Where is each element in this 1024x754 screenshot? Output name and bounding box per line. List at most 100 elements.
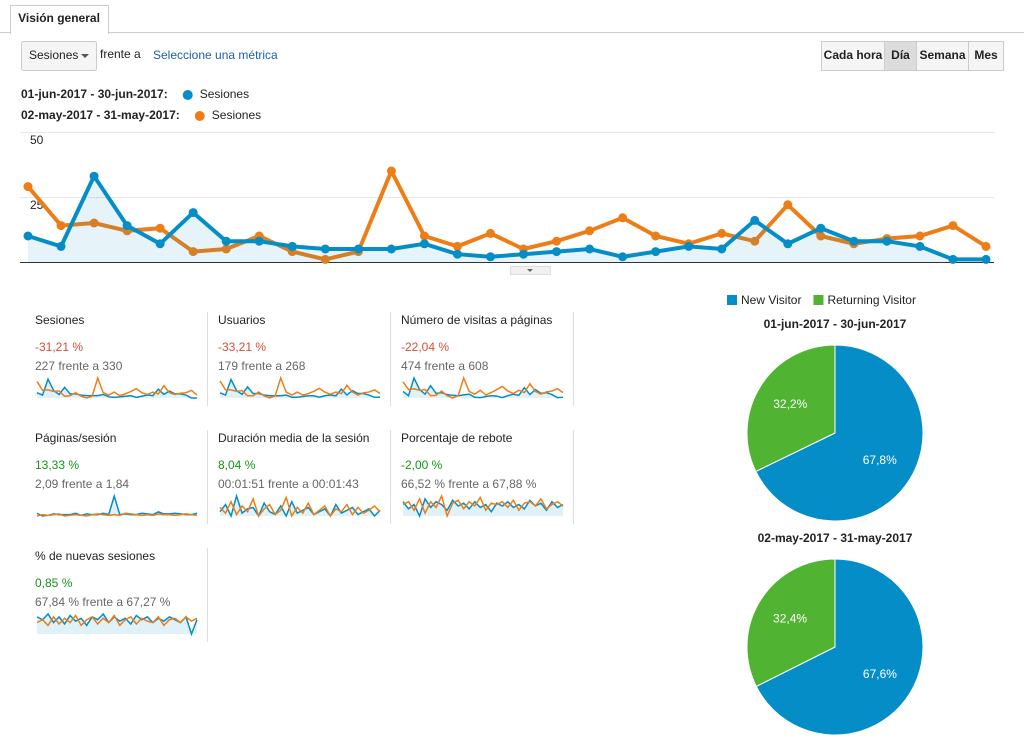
series-point xyxy=(155,223,165,233)
pie-value-label: 32,4% xyxy=(773,611,807,625)
metric-detail: 00:01:51 frente a 00:01:43 xyxy=(218,477,359,491)
sparkline-area xyxy=(403,378,563,398)
sparkline-previous xyxy=(36,512,198,517)
metric-link[interactable]: Seleccione una métrica xyxy=(153,48,278,62)
granularity-button[interactable] xyxy=(884,41,917,71)
legend-dot xyxy=(194,111,205,121)
compare-text: frente a xyxy=(100,47,141,61)
pie-slice xyxy=(755,344,924,522)
sparkline-previous xyxy=(36,614,198,627)
series-point xyxy=(386,244,396,254)
series-point xyxy=(452,249,462,259)
metric-grid: Sesiones -31,21 % 227 frente a 330 Usuarios… xyxy=(35,312,574,642)
series-point xyxy=(188,247,198,257)
series-point xyxy=(320,254,330,264)
series-point xyxy=(585,244,595,254)
series-point xyxy=(717,244,727,254)
sparkline-current xyxy=(36,377,197,399)
granularity-button[interactable] xyxy=(821,41,885,71)
sparkline-previous xyxy=(219,375,381,399)
series-point xyxy=(552,247,562,257)
pie-value-label: 32,2% xyxy=(773,397,807,411)
series-point xyxy=(287,241,297,251)
series-point xyxy=(915,241,925,251)
metric-label: Usuarios xyxy=(218,313,265,327)
series-point xyxy=(23,231,33,241)
series-point xyxy=(948,221,958,231)
sparkline-previous xyxy=(36,375,198,399)
legend-name: Sesiones xyxy=(200,87,249,101)
series-point xyxy=(618,213,628,223)
granularity-label[interactable]: Semana xyxy=(919,48,965,62)
y-tick-label: 50 xyxy=(30,133,44,147)
series-point xyxy=(89,218,99,228)
series-point xyxy=(816,231,826,241)
series-point xyxy=(419,231,429,241)
pie-title: 01-jun-2017 - 30-jun-2017 xyxy=(764,317,907,331)
metric-label: Páginas/sesión xyxy=(35,431,116,445)
series-point xyxy=(56,241,66,251)
granularity-label[interactable]: Cada hora xyxy=(824,48,883,62)
metric-change: 0,85 % xyxy=(35,576,73,590)
series-point xyxy=(221,236,231,246)
legend-period: 02-may-2017 - 31-may-2017: xyxy=(21,108,180,122)
series-area xyxy=(28,176,986,262)
series-point xyxy=(882,236,892,246)
metric-label: Duración media de la sesión xyxy=(218,431,369,445)
series-point xyxy=(915,231,925,241)
series-point xyxy=(188,208,198,218)
legend-dot xyxy=(182,90,193,100)
granularity-label[interactable]: Día xyxy=(891,48,910,62)
series-point xyxy=(684,241,694,251)
metric-detail: 474 frente a 608 xyxy=(401,359,489,373)
metric-change: -33,21 % xyxy=(218,340,266,354)
sparkline-previous xyxy=(402,375,564,399)
metric-change: 8,04 % xyxy=(218,458,256,472)
metric-change: -22,04 % xyxy=(401,340,449,354)
granularity-label[interactable]: Mes xyxy=(974,48,998,62)
metric-change: 13,33 % xyxy=(35,458,79,472)
series-point xyxy=(651,247,661,257)
series-point xyxy=(783,200,793,210)
pie-slice xyxy=(755,558,924,736)
series-point xyxy=(89,171,99,181)
series-point xyxy=(783,239,793,249)
series-point xyxy=(948,254,958,264)
series-point xyxy=(585,226,595,236)
metric-label: % de nuevas sesiones xyxy=(35,549,155,563)
series-point xyxy=(320,244,330,254)
series-point xyxy=(386,166,396,176)
metric-dropdown-label[interactable]: Sesiones xyxy=(29,48,78,62)
collapse-arrow xyxy=(527,269,533,272)
legend-name: Sesiones xyxy=(212,108,261,122)
metric-detail: 227 frente a 330 xyxy=(35,359,123,373)
pie-title: 02-may-2017 - 31-may-2017 xyxy=(758,531,913,545)
metric-dropdown[interactable] xyxy=(21,41,97,71)
series-point xyxy=(750,236,760,246)
series-line xyxy=(27,172,986,262)
tab-gap xyxy=(11,31,108,34)
metric-change: -31,21 % xyxy=(35,340,83,354)
series-point xyxy=(221,244,231,254)
series-point xyxy=(816,223,826,233)
series-point xyxy=(618,252,628,262)
granularity-buttons: Cada hora Día Semana Mes xyxy=(821,41,1004,71)
series-point xyxy=(23,182,33,192)
series-point xyxy=(452,241,462,251)
metric-label: Porcentaje de rebote xyxy=(401,431,513,445)
dropdown-arrow xyxy=(81,54,89,58)
tab-label[interactable]: Visión general xyxy=(18,11,100,25)
sparkline-current xyxy=(219,493,381,519)
series-point xyxy=(254,236,264,246)
series-point xyxy=(56,221,66,231)
granularity-button[interactable] xyxy=(968,41,1004,71)
pie-slice xyxy=(746,344,836,473)
series-point xyxy=(981,254,991,264)
sparkline-area xyxy=(220,379,380,398)
series-point xyxy=(651,231,661,241)
sparkline-area xyxy=(37,614,197,634)
series-point xyxy=(717,228,727,238)
sparkline-area xyxy=(403,498,563,516)
